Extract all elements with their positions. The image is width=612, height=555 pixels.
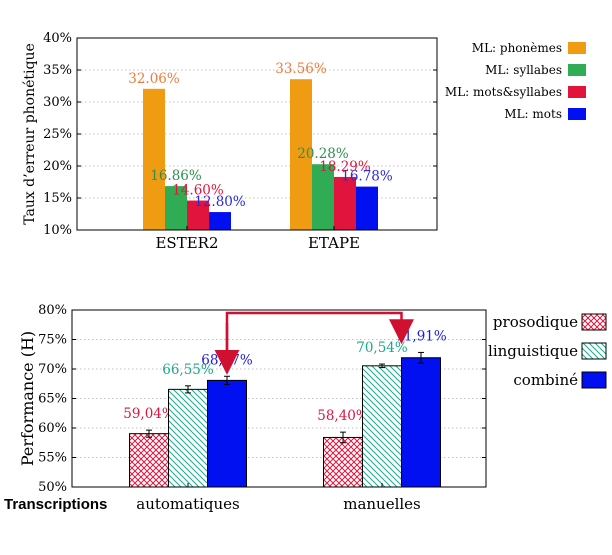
y-tick-label: 60% — [38, 421, 67, 436]
bar-ml-mots-ester2 — [209, 212, 231, 230]
bar-ml-mots-syllabes-ester2 — [187, 200, 209, 230]
plot-frame — [71, 309, 487, 488]
y-axis-title: Taux d’erreur phonétique — [22, 43, 38, 225]
bar-ml-syllabes-ester2 — [165, 186, 187, 230]
legend-label: ML: syllabes — [485, 63, 562, 77]
y-tick-label: 55% — [38, 451, 67, 466]
x-category-label: manuelles — [343, 495, 421, 513]
chart-phonetic-error: 10%15%20%25%30%35%40%32.06%16.86%14.60%1… — [22, 31, 586, 252]
legend-swatch — [568, 42, 586, 54]
y-tick-label: 70% — [38, 362, 67, 377]
data-label: 16.78% — [341, 169, 393, 185]
data-label: 14.60% — [172, 183, 224, 199]
chart-performance: 50%55%60%65%70%75%80%59,04%66,55%68,07%a… — [4, 303, 607, 513]
legend-swatch — [568, 108, 586, 120]
y-tick-label: 75% — [38, 333, 67, 348]
legend-label: ML: mots&syllabes — [445, 85, 562, 99]
data-label: 12.80% — [194, 194, 246, 210]
data-label: 59,04% — [123, 406, 175, 422]
data-label: 32.06% — [128, 71, 180, 87]
legend-swatch — [581, 371, 607, 389]
x-axis-title: Transcriptions — [4, 496, 107, 513]
y-tick-label: 50% — [38, 480, 67, 495]
x-category-label: ETAPE — [308, 234, 360, 252]
bar-prosodique-automatiques — [129, 433, 169, 488]
x-category-label: automatiques — [136, 495, 240, 513]
x-category-label: ESTER2 — [155, 234, 218, 252]
data-label: 58,40% — [317, 408, 369, 424]
bar-ml-syllabes-etape — [312, 164, 334, 230]
bar-linguistique-manuelles — [362, 365, 402, 488]
y-axis-title: Performance (H) — [18, 331, 37, 466]
bar-combin--automatiques — [207, 379, 247, 488]
y-tick-label: 65% — [38, 392, 67, 407]
data-label: 33.56% — [275, 61, 327, 77]
bar-ml-phon-mes-ester2 — [143, 88, 165, 230]
y-tick-label: 15% — [43, 191, 72, 206]
y-tick-label: 20% — [43, 159, 72, 174]
bar-linguistique-automatiques — [168, 388, 208, 488]
bar-ml-mots-etape — [356, 186, 378, 230]
bar-ml-phon-mes-etape — [290, 79, 312, 230]
bar-prosodique-manuelles — [323, 436, 363, 488]
y-tick-label: 25% — [43, 127, 72, 142]
legend-label: ML: phonèmes — [472, 41, 562, 55]
legend-swatch — [568, 86, 586, 98]
legend-label: linguistique — [488, 342, 578, 360]
legend-swatch — [581, 342, 607, 360]
data-label: 16.86% — [150, 168, 202, 184]
y-tick-label: 40% — [43, 31, 72, 46]
legend-label: prosodique — [493, 313, 578, 331]
plot-frame — [76, 37, 438, 231]
data-label: 18.29% — [319, 159, 371, 175]
data-label: 66,55% — [162, 362, 214, 378]
data-label: 71,91% — [395, 328, 447, 344]
legend-swatch — [568, 64, 586, 76]
y-tick-label: 35% — [43, 63, 72, 78]
bar-combin--manuelles — [401, 357, 441, 488]
legend-label: combiné — [513, 371, 578, 389]
y-tick-label: 10% — [43, 223, 72, 238]
legend-label: ML: mots — [504, 107, 562, 121]
y-tick-label: 30% — [43, 95, 72, 110]
data-label: 20.28% — [297, 146, 349, 162]
y-tick-label: 80% — [38, 303, 67, 318]
legend-swatch — [581, 313, 607, 331]
bar-ml-mots-syllabes-etape — [334, 176, 356, 230]
